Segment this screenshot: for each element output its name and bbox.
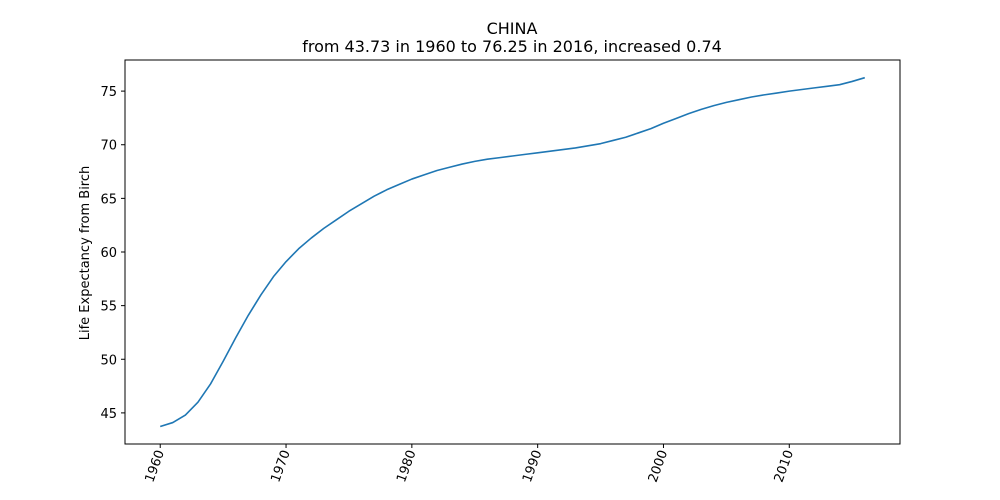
y-tick-label: 50 xyxy=(100,353,117,368)
x-tick-label: 1970 xyxy=(268,448,293,484)
series-line xyxy=(159,76,865,428)
x-tick-label: 2010 xyxy=(772,448,797,484)
plot-area-frame xyxy=(124,59,901,445)
y-axis-label: Life Expectancy from Birch xyxy=(78,166,93,341)
chart-title: CHINA xyxy=(487,19,538,38)
y-tick-label: 55 xyxy=(100,300,117,315)
y-tick-label: 75 xyxy=(100,85,117,100)
chart-subtitle: from 43.73 in 1960 to 76.25 in 2016, inc… xyxy=(302,37,722,56)
x-tick-label: 1960 xyxy=(143,448,168,484)
ticks-layer: 45 50 55 60 65 70 75 1960 1970 1980 1990 2000 2010 xyxy=(100,85,797,484)
y-tick-label: 70 xyxy=(100,139,117,154)
x-tick-label: 2000 xyxy=(646,448,671,484)
y-tick-label: 65 xyxy=(100,192,117,207)
y-tick-label: 45 xyxy=(100,407,117,422)
x-tick-label: 1990 xyxy=(520,448,545,484)
y-tick-label: 60 xyxy=(100,246,117,261)
x-tick-label: 1980 xyxy=(394,448,419,484)
series-layer xyxy=(159,76,865,428)
